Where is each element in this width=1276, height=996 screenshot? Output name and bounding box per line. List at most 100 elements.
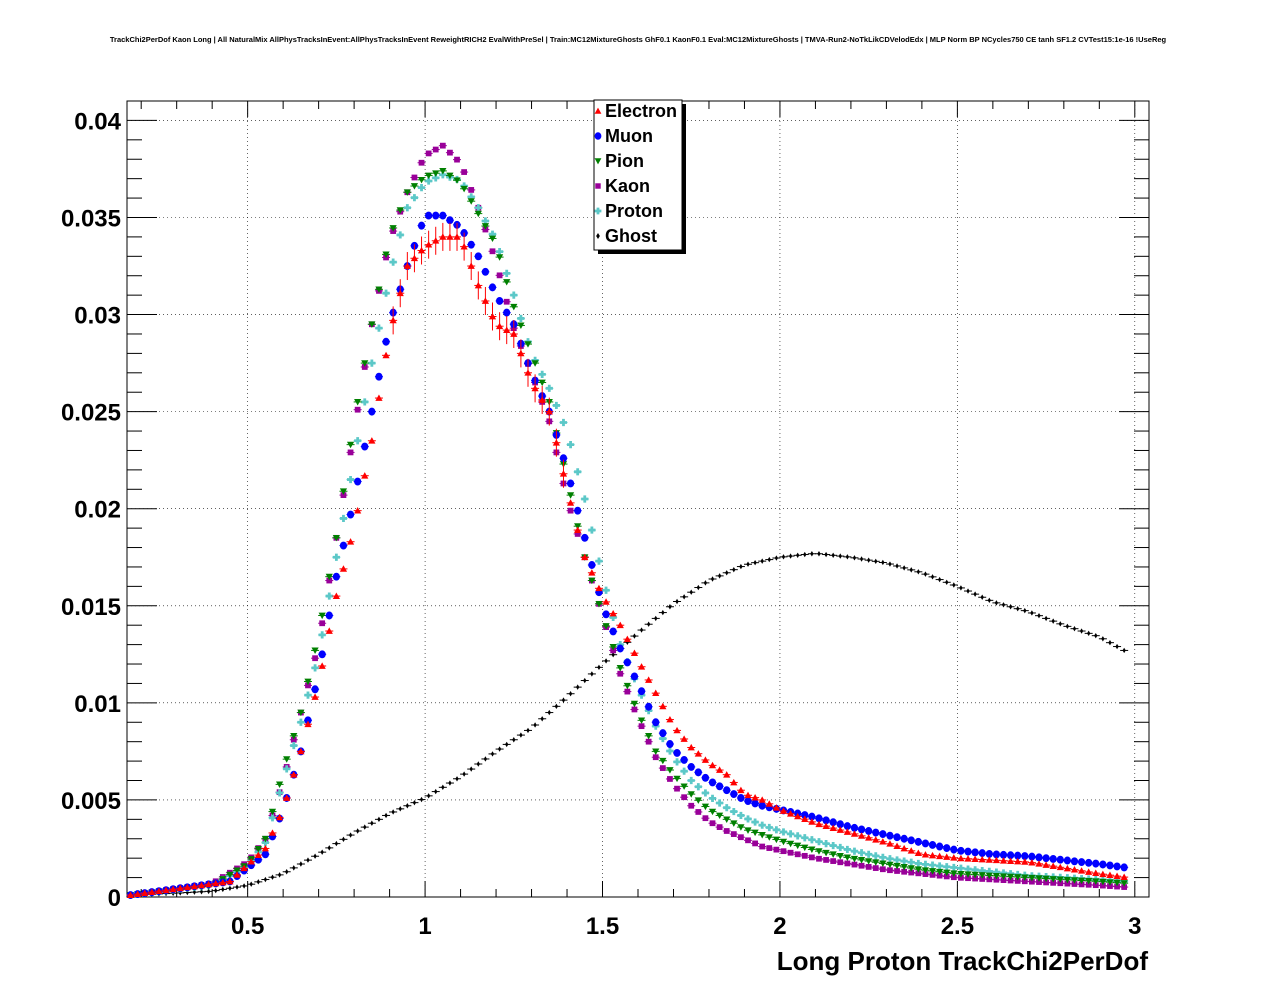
data-point-kaon (929, 871, 936, 878)
data-point-pion (517, 322, 525, 330)
x-tick-label: 3 (1128, 913, 1141, 940)
data-point-electron (141, 889, 149, 896)
legend-marker-pion (594, 158, 602, 165)
data-point-electron (1042, 861, 1050, 868)
data-point-ghost (476, 761, 480, 767)
data-point-ghost (462, 771, 466, 777)
data-point-muon (744, 797, 752, 806)
data-point-proton (261, 839, 269, 847)
data-point-electron (1092, 869, 1100, 876)
data-point-ghost (334, 840, 339, 847)
data-point-muon (950, 845, 958, 854)
data-point-electron (936, 852, 944, 860)
data-point-pion (907, 865, 915, 872)
data-point-ghost (597, 664, 601, 671)
data-point-pion (751, 829, 759, 837)
data-point-kaon (844, 860, 851, 867)
x-tick-label: 1.5 (586, 913, 619, 940)
data-point-ghost (576, 684, 580, 690)
data-point-electron (680, 735, 688, 742)
data-point-electron (375, 394, 383, 401)
data-point-kaon (1014, 878, 1021, 884)
data-point-muon (439, 211, 447, 220)
data-point-electron (545, 408, 553, 415)
data-point-electron (396, 289, 404, 297)
data-point-kaon (1071, 881, 1078, 887)
data-point-pion (637, 717, 646, 724)
data-point-ghost (554, 703, 559, 710)
data-point-muon (843, 822, 851, 831)
data-point-ghost (277, 872, 282, 878)
data-point-electron (1035, 860, 1043, 867)
data-point-ghost (178, 890, 182, 896)
data-point-muon (687, 762, 695, 771)
data-point-ghost (767, 556, 771, 563)
data-point-kaon (574, 531, 581, 537)
data-point-proton (574, 468, 582, 476)
data-point-pion (453, 177, 461, 184)
y-tick-label: 0.015 (61, 594, 121, 621)
data-point-kaon (503, 298, 510, 305)
data-point-kaon (631, 706, 638, 713)
data-point-kaon (979, 876, 986, 882)
data-point-pion (602, 623, 610, 630)
data-point-ghost (398, 806, 402, 812)
data-point-ghost (760, 558, 764, 564)
data-point-muon (673, 748, 681, 757)
data-point-proton (488, 230, 497, 238)
data-point-electron (474, 281, 482, 289)
data-point-ghost (831, 552, 835, 559)
data-point-electron (524, 369, 532, 376)
data-point-muon (857, 825, 866, 834)
data-point-muon (432, 211, 440, 220)
data-point-ghost (419, 796, 424, 803)
data-point-ghost (703, 580, 708, 586)
data-point-kaon (936, 872, 943, 879)
data-point-electron (666, 715, 674, 723)
data-point-muon (1063, 856, 1071, 865)
data-point-proton (886, 855, 894, 863)
data-point-muon (630, 672, 639, 681)
data-point-kaon (950, 874, 957, 881)
data-point-electron (488, 312, 497, 320)
data-point-proton (325, 592, 333, 600)
data-point-pion (623, 682, 631, 690)
data-point-electron (304, 720, 312, 728)
data-point-ghost (512, 737, 516, 743)
data-point-kaon (454, 156, 460, 163)
data-point-pion (652, 748, 660, 755)
data-point-pion (772, 836, 780, 844)
data-point-proton (893, 856, 901, 864)
data-point-kaon (1050, 879, 1057, 886)
data-point-electron (943, 853, 951, 860)
data-point-pion (815, 848, 823, 855)
data-point-kaon (312, 655, 318, 662)
data-point-proton (865, 850, 873, 858)
data-point-pion (233, 867, 241, 875)
data-point-ghost (1065, 623, 1070, 630)
data-point-pion (836, 852, 844, 860)
data-point-pion (368, 321, 376, 328)
data-point-electron (183, 883, 191, 891)
data-point-ghost (235, 884, 239, 890)
data-point-pion (510, 303, 518, 311)
data-point-ghost (909, 567, 913, 573)
data-point-electron (240, 864, 248, 872)
data-point-muon (659, 729, 667, 738)
data-point-electron (957, 854, 965, 862)
data-point-pion (609, 644, 617, 651)
data-point-muon (872, 828, 880, 837)
data-point-muon (886, 831, 894, 840)
data-point-electron (900, 844, 908, 852)
data-point-proton (794, 832, 802, 840)
data-point-pion (723, 816, 731, 823)
data-point-ghost (1108, 639, 1112, 646)
data-point-kaon (674, 785, 680, 792)
data-point-ghost (725, 570, 729, 576)
data-point-muon (261, 850, 269, 859)
data-point-proton (801, 834, 809, 842)
data-point-kaon (723, 828, 730, 834)
data-point-pion (1085, 878, 1093, 885)
data-point-ghost (1101, 636, 1105, 642)
data-point-kaon (340, 492, 347, 498)
